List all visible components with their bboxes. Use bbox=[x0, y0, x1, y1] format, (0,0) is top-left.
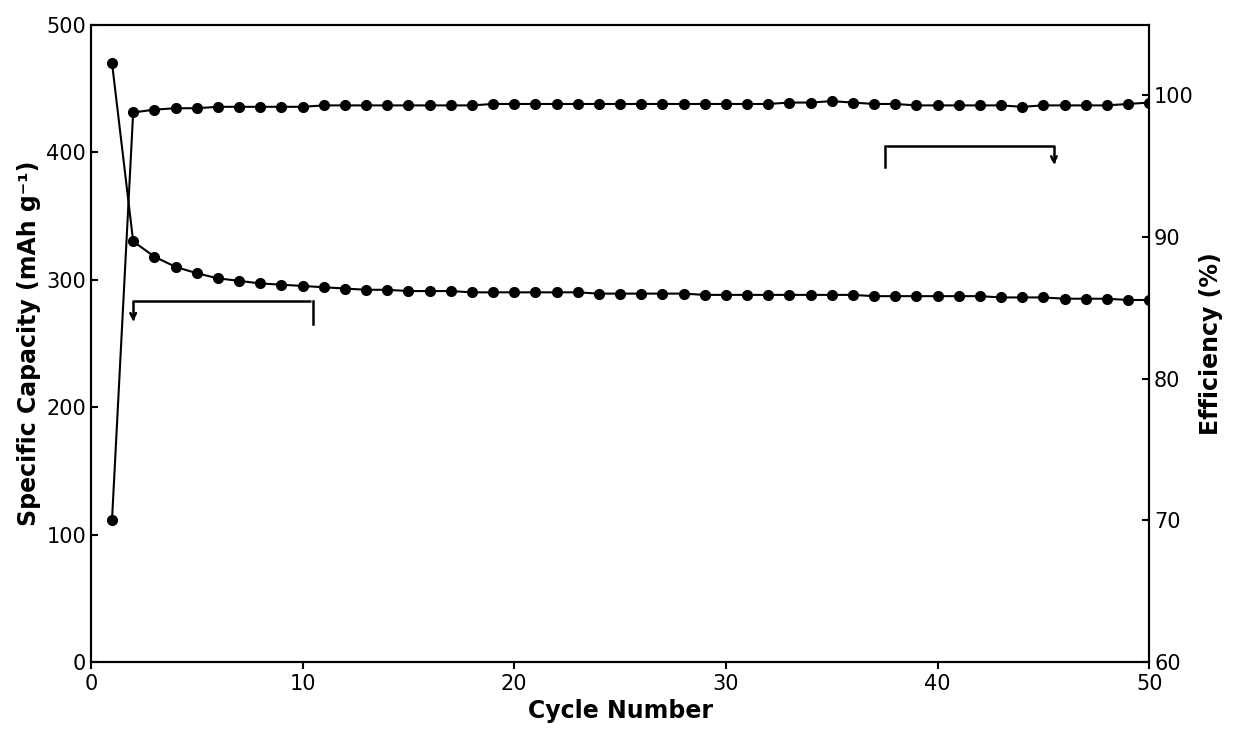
X-axis label: Cycle Number: Cycle Number bbox=[527, 699, 713, 723]
Y-axis label: Specific Capacity (mAh g⁻¹): Specific Capacity (mAh g⁻¹) bbox=[16, 161, 41, 526]
Y-axis label: Efficiency (%): Efficiency (%) bbox=[1199, 252, 1224, 434]
